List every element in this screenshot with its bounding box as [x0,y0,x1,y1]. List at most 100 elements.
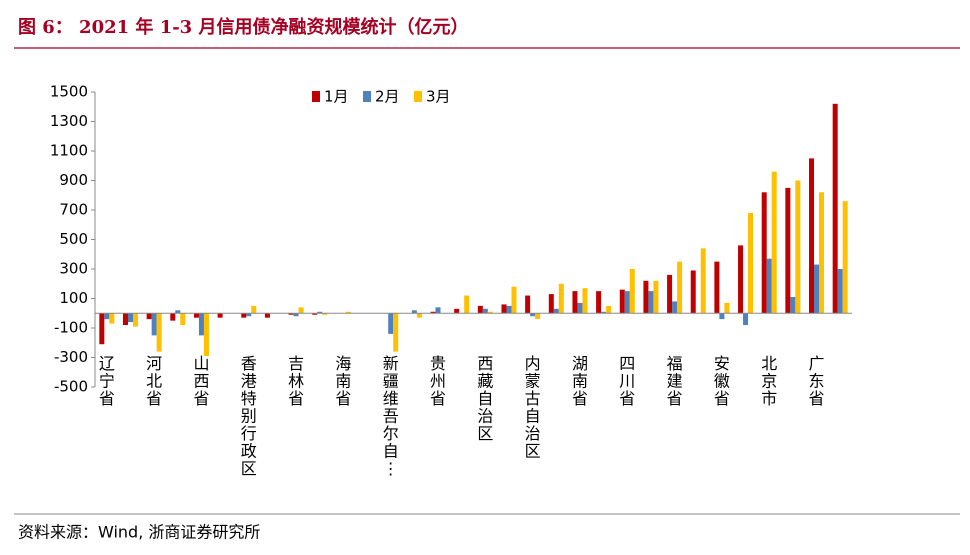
y-tick-label: -100 [54,319,88,337]
bar [430,311,436,314]
x-tick-label: 辽宁省 [99,354,115,408]
x-tick-label: 海南省 [335,354,351,408]
bar [170,313,176,321]
bar [837,269,843,314]
bar [411,310,417,314]
bar [251,305,257,314]
bar [477,305,483,314]
bar [525,295,531,314]
bar [122,313,128,326]
bar [482,308,488,314]
x-tick-label: 吉林省 [288,354,304,408]
bar [501,304,507,314]
bar [393,313,399,352]
legend-swatch [414,91,422,102]
source: 资料来源：Wind, 浙商证券研究所 [18,523,260,542]
x-tick-label: 湖南省 [572,354,588,408]
bar [819,192,825,314]
bar [842,201,848,314]
bar [667,274,673,314]
bar [156,313,162,352]
bar [416,313,422,318]
x-tick-label: 山西省 [193,354,209,408]
bar [193,313,199,318]
bar [624,291,630,314]
bar [548,294,554,314]
bar [288,313,294,315]
bar [175,310,181,314]
legend-swatch [312,91,320,102]
y-tick-label: -300 [54,348,88,366]
bar [558,283,564,314]
bar [677,261,683,314]
x-tick-label: 内蒙古自治区 [525,354,541,461]
y-tick-label: 1500 [50,83,88,101]
bar [714,261,720,314]
bar [322,313,328,315]
y-tick-label: 1100 [50,142,88,160]
bar [596,291,602,314]
bar [99,313,105,345]
x-tick-label: 福建省 [667,354,683,408]
bar [738,245,744,314]
bar [719,313,725,320]
x-tick-label: 安徽省 [714,354,730,408]
x-tick-label: 香港特别行政区 [241,354,257,478]
bar [506,305,512,314]
x-tick-label: 贵州省 [430,354,446,408]
bar [293,313,299,317]
bar [146,313,152,320]
bar [535,313,541,320]
bar [487,311,493,314]
bar [312,313,318,315]
bar [511,286,517,314]
bar [241,313,247,318]
bar [345,311,351,314]
bar [464,295,470,314]
bar [672,301,678,314]
bar [606,305,612,314]
legend-label: 2月 [375,88,400,106]
bar [127,313,133,323]
bar [577,302,583,314]
bar [619,289,625,314]
bar [601,311,607,314]
y-tick-label: 700 [59,201,88,219]
x-tick-label: 北京市 [761,354,777,408]
bar [203,313,209,357]
y-tick-label: 300 [59,260,88,278]
y-tick-label: -500 [54,378,88,396]
x-tick-label: 河北省 [146,354,162,408]
bar [104,313,110,320]
bar [724,302,730,314]
y-tick-label: 1300 [50,112,88,130]
bar [198,313,204,336]
bar [809,158,815,314]
bar [454,308,460,314]
bar [629,269,635,314]
chart-title: 图 6： 2021 年 1-3 月信用债净融资规模统计（亿元） [18,16,468,38]
bar [643,280,649,314]
bar [700,248,706,314]
y-tick-label: 500 [59,230,88,248]
x-tick-label: 新疆维吾尔自⋮ [383,354,399,478]
bar [264,313,270,318]
bar [317,311,323,314]
bar [814,264,820,314]
bar [653,280,659,314]
bar [785,187,791,314]
bar [766,258,772,314]
bar [690,270,696,314]
bar [743,313,749,326]
legend-swatch [363,91,371,102]
legend-label: 3月 [426,88,451,106]
bar [388,313,394,334]
bar [761,192,767,314]
bar [246,313,252,317]
bar [553,308,559,314]
bar [795,180,801,314]
bar [790,297,796,314]
y-tick-label: 900 [59,171,88,189]
bar [132,313,138,327]
